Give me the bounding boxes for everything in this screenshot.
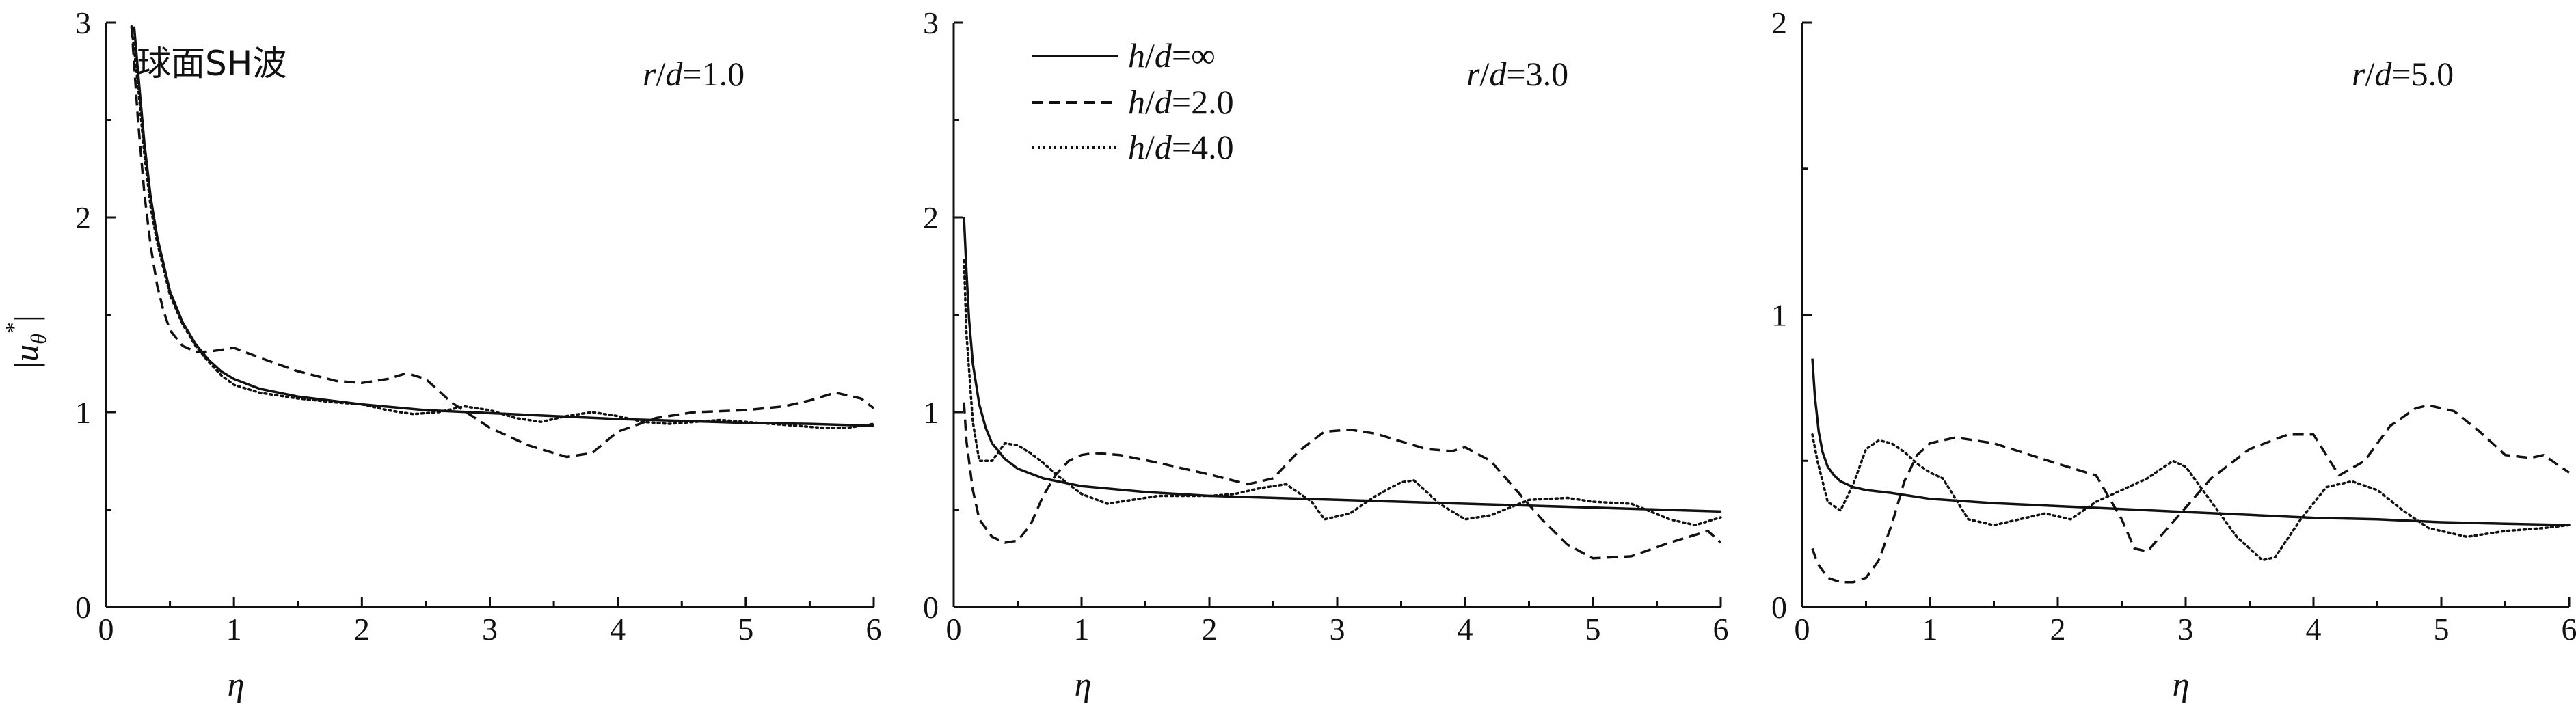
x-tick-label: 5 [738, 612, 753, 647]
y-tick-label: 2 [923, 200, 939, 235]
panel-2: 0 1 2 3 4 5 6 0 1 2 3 r/d=3.0 h/d=∞ h/d=2.0 h/d=4.… [923, 5, 1729, 703]
panel-3-subtitle: r/d=5.0 [2352, 55, 2454, 93]
series-line-solid [133, 26, 874, 427]
x-tick-label: 1 [1074, 612, 1090, 647]
panel-3-x-axis-label: η [2173, 665, 2190, 703]
legend-label-hinf: h/d=∞ [1128, 36, 1216, 75]
y-tick-label: 0 [923, 590, 939, 625]
panel-2-plot: 0 1 2 3 4 5 6 0 1 2 3 [923, 5, 1729, 647]
x-tick-label: 5 [1585, 612, 1601, 647]
y-tick-label: 3 [923, 5, 939, 40]
series-line-dashed [130, 26, 875, 459]
x-tick-label: 0 [1795, 612, 1810, 647]
y-tick-label: 1 [75, 395, 91, 430]
x-tick-label: 3 [1330, 612, 1345, 647]
x-tick-label: 6 [2562, 612, 2576, 647]
x-tick-label: 2 [1202, 612, 1218, 647]
x-tick-label: 1 [1922, 612, 1938, 647]
x-tick-label: 5 [2434, 612, 2450, 647]
panel-1-plot: 0 1 2 3 4 5 6 0 1 2 3 [75, 5, 882, 647]
series-line-dotted [1811, 433, 2571, 562]
y-tick-label: 1 [1771, 298, 1787, 333]
x-tick-label: 6 [866, 612, 882, 647]
series-line-solid [1811, 358, 2570, 527]
y-tick-label: 2 [75, 200, 91, 235]
y-tick-label: 2 [1771, 5, 1787, 40]
panel-1: 0 1 2 3 4 5 6 0 1 2 3 球面SH波 r/d=1.0 |uθ*| η [1, 5, 882, 703]
x-tick-label: 2 [2050, 612, 2066, 647]
series-line-solid [963, 217, 1721, 513]
y-tick-label: 0 [75, 590, 91, 625]
x-tick-label: 4 [1458, 612, 1473, 647]
x-tick-label: 2 [354, 612, 370, 647]
panel-1-x-axis-label: η [228, 665, 245, 703]
panel-3-plot: 0 1 2 3 4 5 6 0 1 2 [1771, 5, 2576, 647]
legend-label-h2: h/d=2.0 [1128, 83, 1234, 121]
series-line-dashed [1811, 404, 2570, 584]
legend: h/d=∞ h/d=2.0 h/d=4.0 [1032, 36, 1234, 166]
panel-2-subtitle: r/d=3.0 [1466, 55, 1568, 93]
x-tick-label: 4 [2306, 612, 2322, 647]
x-tick-label: 4 [610, 612, 626, 647]
legend-label-h4: h/d=4.0 [1128, 128, 1234, 166]
x-tick-label: 6 [1713, 612, 1729, 647]
series-line-dotted [963, 258, 1722, 527]
panel-2-x-axis-label: η [1075, 665, 1092, 703]
y-tick-label: 1 [923, 395, 939, 430]
y-tick-label: 3 [75, 5, 91, 40]
y-tick-label: 0 [1771, 590, 1787, 625]
panel-1-annotation: 球面SH波 [137, 44, 286, 83]
x-tick-label: 3 [482, 612, 498, 647]
x-tick-label: 0 [946, 612, 962, 647]
x-tick-label: 1 [226, 612, 242, 647]
panel-3: 0 1 2 3 4 5 6 0 1 2 r/d=5.0 η [1771, 5, 2576, 703]
series-line-dashed [963, 402, 1722, 560]
x-tick-label: 3 [2178, 612, 2194, 647]
series-line-dotted [130, 25, 875, 429]
x-tick-label: 0 [98, 612, 114, 647]
panel-1-subtitle: r/d=1.0 [643, 55, 744, 93]
y-axis-label: |uθ*| [1, 315, 51, 368]
